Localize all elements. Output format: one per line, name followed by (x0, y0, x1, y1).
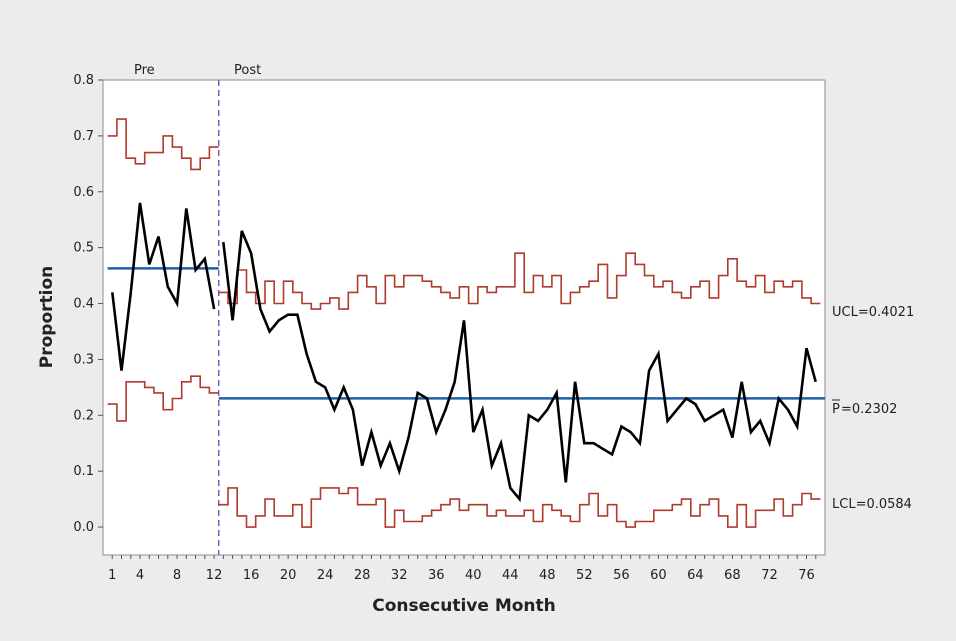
ucl-label: UCL=0.4021 (832, 305, 914, 320)
x-tick-label: 72 (761, 568, 778, 583)
y-tick-label: 0.3 (73, 352, 94, 367)
y-tick-label: 0.8 (73, 73, 94, 88)
center-label-value: =0.2302 (841, 402, 897, 417)
proportion-series (111, 202, 817, 503)
proportion-line-post (222, 230, 817, 503)
y-axis-ticks: 0.0 0.1 0.2 0.3 0.4 0.5 0.6 0.7 0.8 (73, 73, 103, 535)
x-tick-label: 64 (687, 568, 704, 583)
x-tick-label: 56 (613, 568, 630, 583)
x-axis-ticks: 1 4 8 12 16 20 24 28 32 36 40 44 48 52 56 60 64 68 72 76 (108, 555, 817, 583)
x-tick-label: 16 (243, 568, 260, 583)
x-tick-label: 68 (724, 568, 741, 583)
control-limits (107, 118, 821, 528)
y-tick-label: 0.4 (73, 297, 94, 312)
x-tick-label: 28 (354, 568, 371, 583)
center-label: P =0.2302 (832, 399, 897, 417)
x-tick-label: 32 (391, 568, 408, 583)
ucl-step-line (107, 118, 821, 310)
x-tick-label: 12 (206, 568, 223, 583)
x-tick-label: 1 (108, 568, 116, 583)
lcl-label: LCL=0.0584 (832, 497, 912, 512)
y-tick-label: 0.1 (73, 464, 94, 479)
center-label-symbol: P (832, 402, 840, 417)
x-tick-label: 4 (136, 568, 144, 583)
y-tick-label: 0.6 (73, 185, 94, 200)
x-tick-label: 52 (576, 568, 593, 583)
y-tick-label: 0.5 (73, 241, 94, 256)
x-tick-label: 20 (280, 568, 297, 583)
x-tick-label: 36 (428, 568, 445, 583)
y-tick-label: 0.2 (73, 408, 94, 423)
lcl-step-line (107, 375, 821, 528)
x-tick-label: 60 (650, 568, 667, 583)
x-tick-label: 44 (502, 568, 519, 583)
y-tick-label: 0.0 (73, 520, 94, 535)
proportion-line-pre (111, 202, 216, 371)
y-tick-label: 0.7 (73, 129, 94, 144)
x-tick-label: 40 (465, 568, 482, 583)
phase-label-pre: Pre (134, 63, 155, 78)
plot-area (102, 79, 826, 556)
x-tick-label: 8 (173, 568, 181, 583)
x-tick-label: 48 (539, 568, 556, 583)
x-tick-label: 76 (798, 568, 815, 583)
phase-label-post: Post (234, 63, 261, 78)
x-tick-label: 24 (317, 568, 334, 583)
x-axis-title: Consecutive Month (372, 596, 556, 616)
y-axis-title: Proportion (37, 266, 57, 369)
